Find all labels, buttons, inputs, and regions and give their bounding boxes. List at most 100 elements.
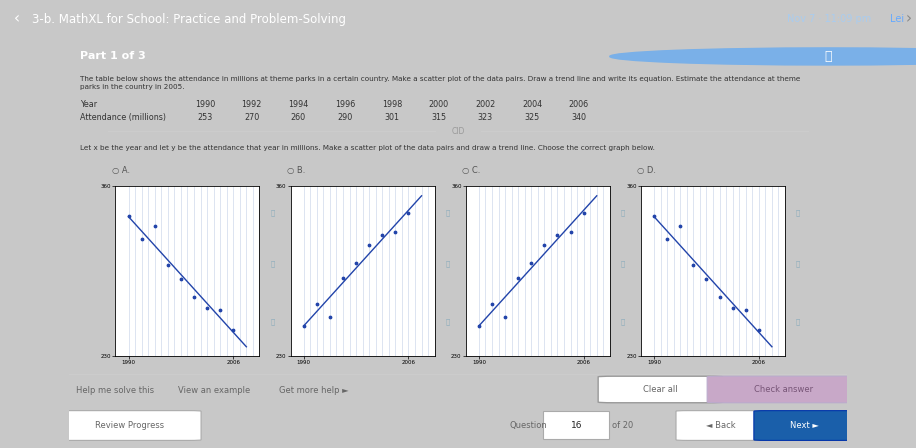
Text: ◄ Back: ◄ Back: [706, 421, 736, 430]
Point: [524, 260, 539, 267]
Text: ⛶: ⛶: [445, 318, 450, 325]
Point: [147, 222, 162, 229]
Text: ○ D.: ○ D.: [637, 165, 656, 175]
Text: 1992: 1992: [242, 100, 262, 109]
Text: 1998: 1998: [382, 100, 402, 109]
Text: ›: ›: [905, 12, 911, 26]
Text: 🔍: 🔍: [445, 261, 450, 267]
Text: 🔍: 🔍: [270, 210, 275, 216]
Text: 301: 301: [385, 113, 399, 122]
Circle shape: [610, 48, 916, 65]
FancyBboxPatch shape: [676, 411, 766, 440]
Text: ⛶: ⛶: [620, 318, 625, 325]
Point: [213, 307, 227, 314]
Text: 16: 16: [571, 421, 582, 430]
Point: [551, 231, 565, 238]
Point: [322, 314, 337, 321]
Text: Lei: Lei: [890, 14, 904, 24]
Text: 260: 260: [290, 113, 306, 122]
FancyBboxPatch shape: [543, 411, 609, 439]
Text: Year: Year: [81, 100, 97, 109]
Text: 🔍: 🔍: [445, 210, 450, 216]
Text: 2006: 2006: [569, 100, 589, 109]
Point: [673, 222, 688, 229]
Text: 3-b. MathXL for School: Practice and Problem-Solving: 3-b. MathXL for School: Practice and Pro…: [32, 13, 346, 26]
Point: [537, 241, 551, 249]
Text: Let x be the year and let y be the attendance that year in millions. Make a scat: Let x be the year and let y be the atten…: [81, 145, 655, 151]
Text: Part 1 of 3: Part 1 of 3: [81, 52, 147, 61]
Point: [362, 241, 376, 249]
Text: ⛶: ⛶: [796, 318, 800, 325]
Text: 2000: 2000: [429, 100, 449, 109]
Text: Nov 7 · 11:09 pm: Nov 7 · 11:09 pm: [788, 14, 875, 24]
Text: 2002: 2002: [475, 100, 496, 109]
Text: Check answer: Check answer: [754, 385, 813, 394]
Point: [200, 304, 214, 311]
Text: ○ C.: ○ C.: [462, 165, 480, 175]
Text: ⓘ: ⓘ: [824, 50, 832, 63]
Text: 323: 323: [477, 113, 493, 122]
Text: 🔍: 🔍: [620, 210, 625, 216]
Point: [135, 235, 149, 242]
Text: 340: 340: [572, 113, 586, 122]
Point: [576, 209, 591, 216]
Text: Review Progress: Review Progress: [95, 421, 164, 430]
Text: of 20: of 20: [612, 421, 633, 430]
Text: Next ►: Next ►: [790, 421, 819, 430]
Point: [686, 261, 701, 268]
Point: [511, 274, 526, 281]
Point: [401, 209, 416, 216]
Text: Attendance (millions): Attendance (millions): [81, 113, 167, 122]
Point: [738, 307, 753, 314]
Text: 315: 315: [431, 113, 446, 122]
Text: ○ A.: ○ A.: [112, 165, 130, 175]
Point: [660, 235, 674, 242]
Point: [335, 274, 350, 281]
Text: 1994: 1994: [289, 100, 309, 109]
Text: 🔍: 🔍: [270, 261, 275, 267]
Text: parks in the country in 2005.: parks in the country in 2005.: [81, 84, 185, 90]
Text: Help me solve this: Help me solve this: [77, 386, 155, 395]
Text: ⛶: ⛶: [270, 318, 275, 325]
Point: [699, 276, 714, 283]
Point: [563, 228, 578, 236]
FancyBboxPatch shape: [57, 411, 201, 440]
Text: Question: Question: [510, 421, 548, 430]
Point: [388, 228, 403, 236]
Text: 270: 270: [244, 113, 259, 122]
Text: The table below shows the attendance in millions at theme parks in a certain cou: The table below shows the attendance in …: [81, 76, 801, 82]
Point: [713, 294, 727, 301]
Text: 🔍: 🔍: [796, 261, 800, 267]
Point: [121, 213, 136, 220]
Point: [375, 231, 389, 238]
Text: 325: 325: [524, 113, 540, 122]
Point: [173, 276, 188, 283]
Text: View an example: View an example: [178, 386, 250, 395]
FancyBboxPatch shape: [754, 411, 856, 440]
FancyBboxPatch shape: [598, 376, 723, 403]
Text: CID: CID: [452, 127, 464, 136]
Point: [485, 300, 499, 307]
Text: 2004: 2004: [522, 100, 542, 109]
Text: ○ B.: ○ B.: [287, 165, 305, 175]
Point: [349, 260, 364, 267]
Point: [187, 294, 202, 301]
Text: Get more help ►: Get more help ►: [278, 386, 349, 395]
Text: Clear all: Clear all: [643, 385, 678, 394]
Point: [472, 323, 486, 330]
Point: [647, 213, 661, 220]
Text: 1990: 1990: [195, 100, 215, 109]
Point: [160, 261, 175, 268]
FancyBboxPatch shape: [707, 376, 859, 403]
Point: [751, 327, 766, 334]
Point: [297, 323, 311, 330]
Text: ‹: ‹: [14, 12, 20, 26]
Point: [725, 304, 740, 311]
Point: [497, 314, 512, 321]
Point: [226, 327, 241, 334]
Text: 🔍: 🔍: [796, 210, 800, 216]
Text: 290: 290: [337, 113, 353, 122]
Text: 253: 253: [197, 113, 213, 122]
Text: 🔍: 🔍: [620, 261, 625, 267]
Text: 1996: 1996: [335, 100, 355, 109]
